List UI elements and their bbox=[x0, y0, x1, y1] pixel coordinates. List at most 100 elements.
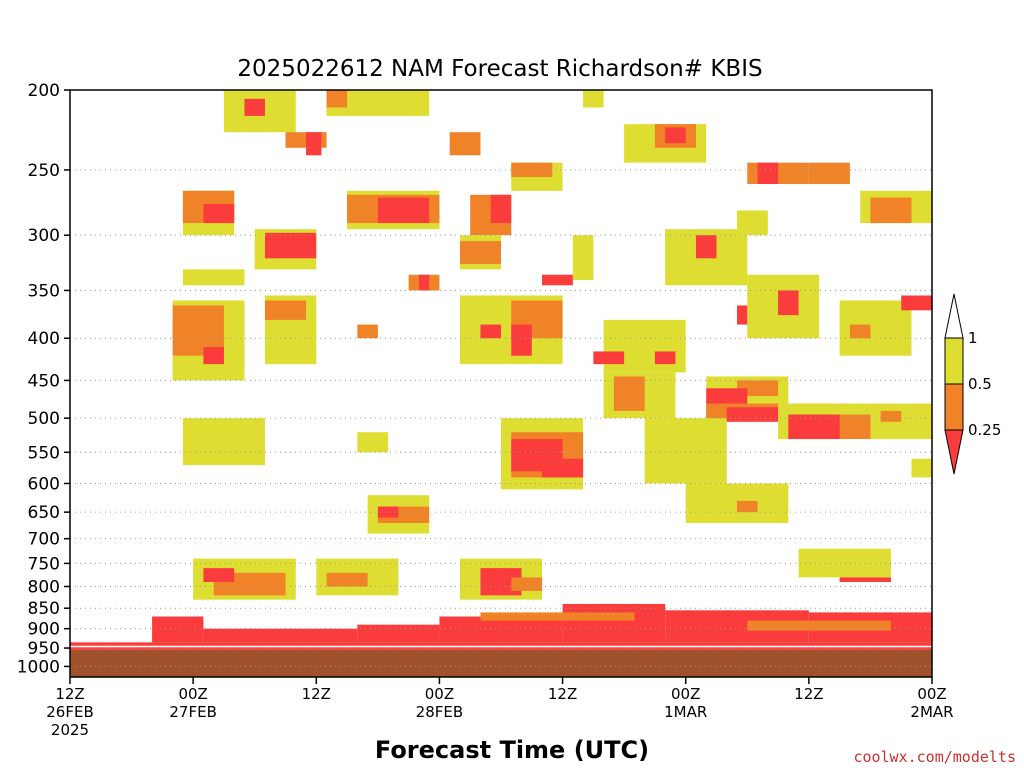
x-tick-label-7-1: 2MAR bbox=[910, 703, 953, 721]
ri-cell-24 bbox=[757, 162, 779, 184]
y-tick-label-600: 600 bbox=[28, 474, 60, 494]
y-axis: 200 250 300 350 400 450 500 550 600 650 700 750 8008… bbox=[17, 81, 70, 677]
ri-cell-39 bbox=[182, 269, 245, 286]
y-tick-label-950: 950 bbox=[28, 639, 60, 659]
y-tick-label-350: 350 bbox=[28, 281, 60, 301]
ri-cell-47 bbox=[418, 274, 430, 291]
x-tick-label-3-1: 28FEB bbox=[416, 703, 463, 721]
ri-cell-68 bbox=[613, 376, 645, 411]
ri-cell-95 bbox=[203, 568, 235, 582]
legend-label-0: 1 bbox=[968, 329, 978, 347]
ri-cell-66 bbox=[901, 295, 932, 311]
ri-cell-11 bbox=[244, 98, 265, 116]
legend-label-1: 0.5 bbox=[968, 375, 992, 393]
ri-cell-57 bbox=[357, 324, 378, 339]
x-tick-label-0-2: 2025 bbox=[51, 721, 89, 739]
ri-cell-81 bbox=[542, 458, 584, 478]
ri-cell-76 bbox=[788, 414, 840, 440]
ri-cell-1 bbox=[152, 616, 204, 643]
ri-cell-77 bbox=[880, 410, 902, 422]
y-tick-label-500: 500 bbox=[28, 409, 60, 429]
ri-cell-65 bbox=[849, 324, 871, 339]
ri-cell-60 bbox=[654, 351, 676, 365]
y-tick-label-200: 200 bbox=[28, 81, 60, 101]
ri-cell-55 bbox=[511, 324, 532, 356]
ri-cell-62 bbox=[778, 290, 799, 316]
ri-cell-36 bbox=[870, 197, 912, 224]
ri-cell-45 bbox=[542, 274, 573, 286]
ri-cell-90 bbox=[377, 506, 399, 518]
ri-cell-5 bbox=[562, 603, 666, 643]
ri-cell-4 bbox=[439, 616, 563, 643]
x-tick-label-3-0: 00Z bbox=[425, 685, 454, 703]
x-tick-label-7-0: 00Z bbox=[917, 685, 946, 703]
legend-label-2: 0.25 bbox=[968, 421, 1001, 439]
ri-cell-44 bbox=[572, 235, 594, 281]
x-tick-label-5-1: 1MAR bbox=[664, 703, 707, 721]
x-tick-label-5-0: 00Z bbox=[671, 685, 700, 703]
ground-region bbox=[70, 649, 932, 677]
ri-cell-85 bbox=[911, 458, 932, 478]
y-tick-label-750: 750 bbox=[28, 554, 60, 574]
ri-cell-31 bbox=[377, 197, 430, 224]
x-tick-label-1-1: 27FEB bbox=[169, 703, 216, 721]
ri-cell-41 bbox=[459, 241, 501, 264]
ri-cell-15 bbox=[306, 132, 322, 156]
ri-cell-22 bbox=[665, 127, 686, 144]
y-tick-label-900: 900 bbox=[28, 620, 60, 640]
ri-cell-33 bbox=[490, 194, 512, 224]
y-tick-label-550: 550 bbox=[28, 443, 60, 463]
y-tick-label-650: 650 bbox=[28, 503, 60, 523]
ri-cell-97 bbox=[326, 572, 368, 587]
plot-frame bbox=[69, 89, 933, 678]
ri-cell-16 bbox=[583, 90, 604, 108]
ri-cell-87 bbox=[737, 500, 758, 513]
y-tick-label-300: 300 bbox=[28, 226, 60, 246]
ri-cell-63 bbox=[737, 305, 748, 325]
legend: 1 0.5 0.25 bbox=[944, 293, 1001, 475]
y-tick-label-450: 450 bbox=[28, 371, 60, 391]
plot-area bbox=[70, 90, 932, 677]
y-tick-label-700: 700 bbox=[28, 530, 60, 550]
ri-cell-19 bbox=[511, 162, 553, 178]
ri-cell-43 bbox=[695, 235, 717, 259]
ri-cell-8 bbox=[480, 612, 635, 621]
ri-cell-38 bbox=[264, 232, 317, 259]
chart-title: 2025022612 NAM Forecast Richardson# KBIS bbox=[237, 56, 762, 82]
legend-swatch-1 bbox=[944, 337, 964, 385]
x-tick-label-6-0: 12Z bbox=[794, 685, 823, 703]
credit-text[interactable]: coolwx.com/modelts bbox=[853, 748, 1016, 766]
ri-cell-17 bbox=[449, 132, 481, 156]
y-tick-label-1000: 1000 bbox=[17, 657, 60, 677]
y-tick-label-800: 800 bbox=[28, 577, 60, 597]
ri-cell-56 bbox=[480, 324, 501, 339]
ri-cell-52 bbox=[264, 300, 307, 320]
ri-cell-9 bbox=[747, 620, 891, 631]
y-tick-label-250: 250 bbox=[28, 161, 60, 181]
ri-cell-13 bbox=[326, 90, 348, 108]
x-tick-label-0-1: 26FEB bbox=[46, 703, 93, 721]
x-tick-label-4-0: 12Z bbox=[548, 685, 577, 703]
ri-cell-28 bbox=[203, 204, 235, 224]
x-tick-label-1-0: 00Z bbox=[178, 685, 207, 703]
ri-cell-2 bbox=[203, 628, 358, 643]
legend-swatch-3 bbox=[944, 429, 964, 475]
y-tick-label-850: 850 bbox=[28, 599, 60, 619]
ri-cell-83 bbox=[182, 418, 265, 466]
ri-cell-91 bbox=[798, 548, 891, 578]
x-tick-label-0-0: 12Z bbox=[55, 685, 84, 703]
ri-cell-100 bbox=[511, 577, 543, 591]
legend-swatch-2 bbox=[944, 383, 964, 431]
ri-cell-3 bbox=[357, 624, 440, 643]
ri-cell-82 bbox=[644, 418, 727, 484]
ri-cell-84 bbox=[357, 432, 389, 453]
y-tick-label-400: 400 bbox=[28, 329, 60, 349]
x-tick-label-2-0: 12Z bbox=[302, 685, 331, 703]
ri-cell-92 bbox=[839, 577, 891, 582]
ri-cell-25 bbox=[808, 162, 850, 184]
ri-cell-58 bbox=[603, 319, 686, 373]
ri-cell-59 bbox=[593, 351, 625, 365]
x-axis-label: Forecast Time (UTC) bbox=[375, 736, 649, 764]
